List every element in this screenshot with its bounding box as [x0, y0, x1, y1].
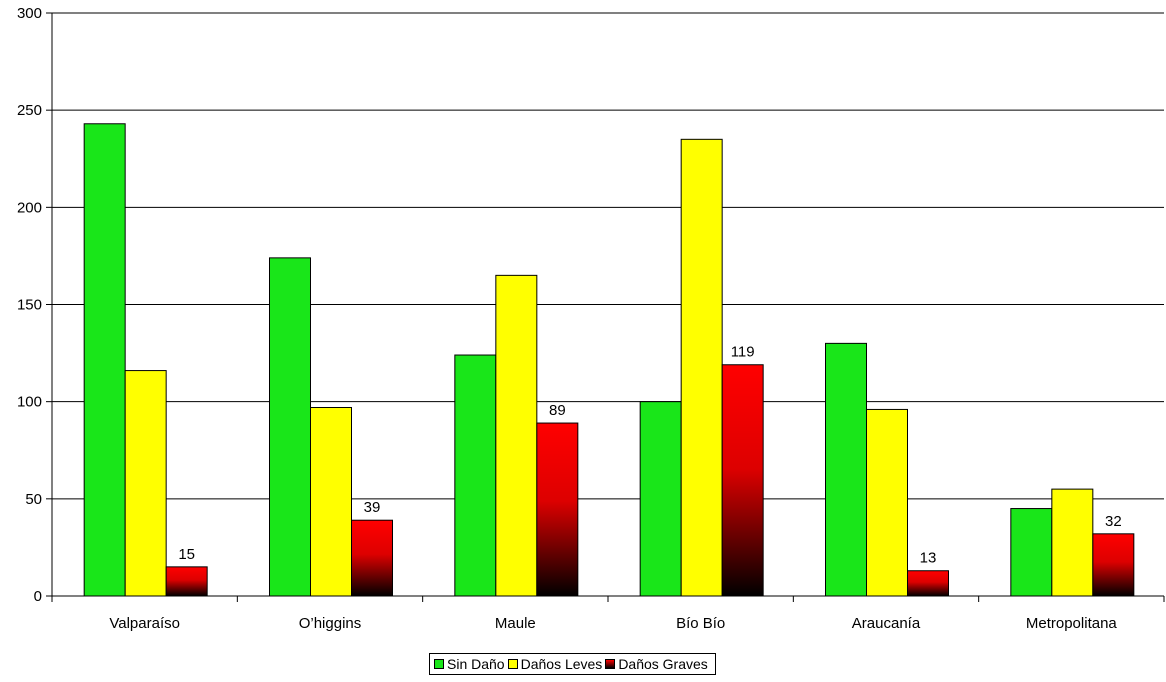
legend-item-sin-dano: Sin Daño: [434, 656, 505, 672]
category-label: O’higgins: [299, 615, 362, 632]
y-tick-label: 300: [17, 5, 42, 22]
y-tick-label: 250: [17, 102, 42, 119]
bar-sin-da-o-5: [1010, 508, 1053, 597]
legend-item-danos-graves: Daños Graves: [605, 656, 708, 672]
y-tick-label: 100: [17, 394, 42, 411]
data-label: 15: [178, 546, 195, 563]
data-label: 39: [364, 499, 381, 516]
bar-da-os-graves-3: [721, 364, 764, 597]
y-tick-label: 150: [17, 297, 42, 314]
data-label: 13: [920, 550, 937, 567]
bars: [83, 123, 1135, 597]
bar-sin-da-o-0: [83, 123, 126, 597]
category-label: Bío Bío: [676, 615, 725, 632]
bar-da-os-leves-1: [310, 406, 352, 597]
data-label: 119: [731, 344, 755, 361]
data-label: 89: [549, 402, 566, 419]
axes: 0 50 100 150 200 250 300: [17, 5, 1165, 605]
legend-label-sin-dano: Sin Daño: [447, 656, 505, 672]
bar-da-os-leves-3: [680, 138, 723, 597]
legend-item-danos-leves: Daños Leves: [507, 656, 603, 672]
bar-da-os-graves-4: [907, 570, 949, 597]
y-tick-label: 50: [25, 491, 42, 508]
bar-da-os-graves-0: [165, 566, 208, 597]
bar-da-os-graves-2: [536, 422, 579, 597]
legend-swatch-danos-graves: [605, 659, 616, 669]
category-label: Araucanía: [852, 615, 921, 632]
bar-da-os-graves-1: [351, 519, 393, 597]
legend-swatch-sin-dano: [434, 659, 444, 669]
bar-da-os-leves-2: [495, 274, 538, 597]
bar-da-os-leves-0: [124, 370, 167, 597]
data-label: 32: [1105, 513, 1122, 530]
legend-swatch-danos-leves: [507, 659, 518, 669]
legend: Sin Daño Daños Leves Daños Graves: [429, 653, 716, 675]
category-label: Valparaíso: [109, 615, 180, 632]
bar-da-os-leves-4: [866, 408, 908, 597]
bar-sin-da-o-2: [454, 354, 497, 597]
category-label: Maule: [495, 615, 536, 632]
category-label: Metropolitana: [1026, 615, 1118, 632]
bar-da-os-graves-5: [1092, 533, 1135, 597]
labels: 15 Valparaíso 39 O’higgins 89 Maule 119 Bío Bío…: [109, 344, 1121, 632]
bar-sin-da-o-4: [825, 342, 867, 597]
legend-label-danos-leves: Daños Leves: [520, 656, 603, 672]
y-tick-label: 0: [34, 588, 42, 605]
bar-sin-da-o-3: [639, 401, 682, 597]
y-tick-label: 200: [17, 199, 42, 216]
grid-lines: [52, 12, 1164, 500]
bar-da-os-leves-5: [1051, 488, 1094, 597]
bar-sin-da-o-1: [269, 257, 311, 597]
legend-label-danos-graves: Daños Graves: [618, 656, 708, 672]
